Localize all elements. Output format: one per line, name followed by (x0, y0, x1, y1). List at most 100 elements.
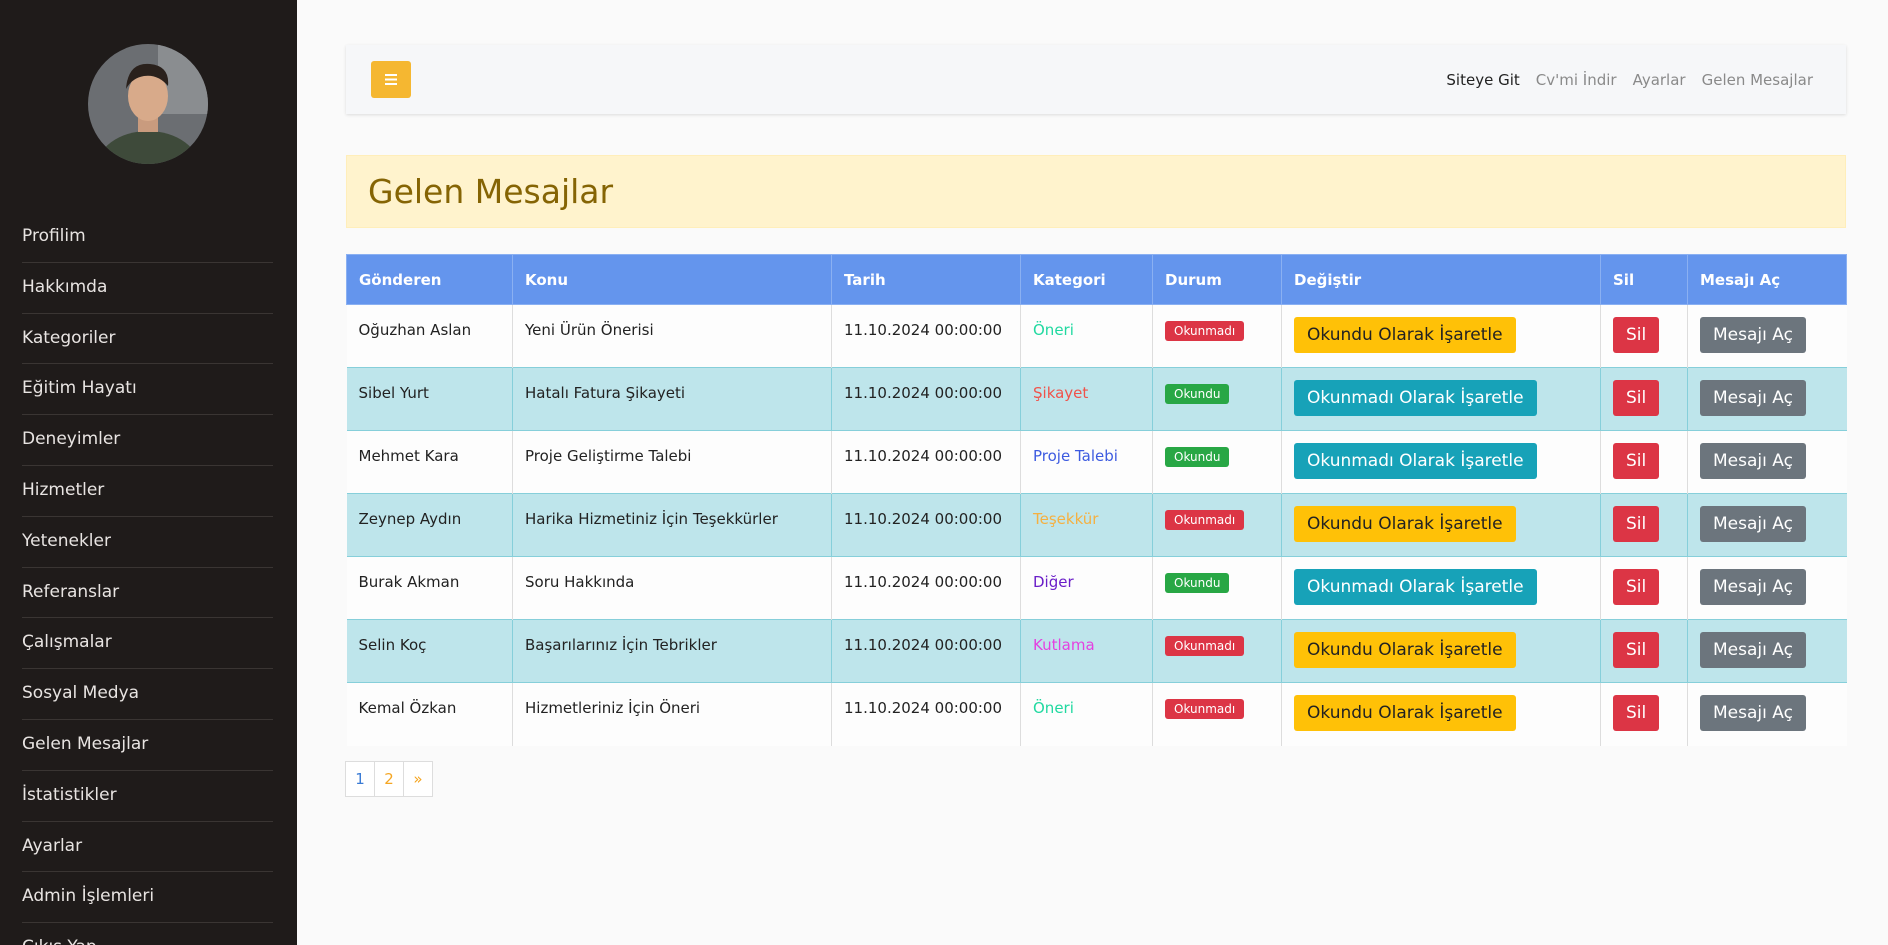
menu-item[interactable]: Profilim (22, 212, 273, 263)
menu-item[interactable]: Admin İşlemleri (22, 872, 273, 924)
toggle-button[interactable]: Okunmadı Olarak İşaretle (1294, 443, 1537, 479)
menu-item[interactable]: Deneyimler (22, 415, 273, 466)
table-row: Selin Koç Başarılarınız İçin Tebrikler 11.… (346, 619, 1847, 683)
action-cell: Okundu Olarak İşaretle (1281, 304, 1601, 368)
delete-button[interactable]: Sil (1613, 695, 1660, 731)
status-badge: Okunmadı (1165, 510, 1245, 530)
delete-cell: Sil (1600, 430, 1688, 494)
toggle-button[interactable]: Okundu Olarak İşaretle (1294, 506, 1516, 542)
delete-cell: Sil (1600, 367, 1688, 431)
category: Proje Talebi (1020, 430, 1153, 494)
delete-cell: Sil (1600, 682, 1688, 746)
menu-toggle[interactable] (371, 61, 411, 98)
open-button[interactable]: Mesajı Aç (1700, 695, 1806, 731)
open-button[interactable]: Mesajı Aç (1700, 443, 1806, 479)
status-badge: Okundu (1165, 573, 1230, 593)
open-button[interactable]: Mesajı Aç (1700, 380, 1806, 416)
open-button[interactable]: Mesajı Aç (1700, 506, 1806, 542)
menu-item[interactable]: Yetenekler (22, 517, 273, 568)
table-row: Oğuzhan Aslan Yeni Ürün Önerisi 11.10.2024… (346, 304, 1847, 368)
subject: Hizmetleriniz İçin Öneri (512, 682, 832, 746)
top-link[interactable]: Gelen Mesajlar (1701, 70, 1813, 89)
open-cell: Mesajı Aç (1687, 367, 1847, 431)
menu-item[interactable]: Gelen Mesajlar (22, 720, 273, 771)
action-cell: Okundu Olarak İşaretle (1281, 682, 1601, 746)
column-header: Durum (1152, 254, 1282, 305)
category: Diğer (1020, 556, 1153, 620)
menu-item[interactable]: Çalışmalar (22, 618, 273, 670)
top-link[interactable]: Siteye Git (1446, 70, 1520, 89)
table-row: Burak Akman Soru Hakkında 11.10.2024 00:00… (346, 556, 1847, 620)
toggle-button[interactable]: Okundu Olarak İşaretle (1294, 695, 1516, 731)
open-button[interactable]: Mesajı Aç (1700, 632, 1806, 668)
top-links: Siteye Git Cv'mi İndir Ayarlar Gelen Mesajl… (1446, 45, 1813, 114)
action-cell: Okunmadı Olarak İşaretle (1281, 367, 1601, 431)
menu-item[interactable]: Hakkımda (22, 263, 273, 314)
menu-item[interactable]: Ayarlar (22, 822, 273, 873)
status-cell: Okunmadı (1152, 619, 1282, 683)
delete-button[interactable]: Sil (1613, 380, 1660, 416)
toggle-button[interactable]: Okundu Olarak İşaretle (1294, 632, 1516, 668)
column-header: Değiştir (1281, 254, 1601, 305)
column-header: Gönderen (346, 254, 513, 305)
open-cell: Mesajı Aç (1687, 493, 1847, 557)
messages-table: Gönderen Konu Tarih Kategori Durum Değiştir Si… (346, 254, 1847, 746)
table-row: Sibel Yurt Hatalı Fatura Şikayeti 11.10.20… (346, 367, 1847, 431)
top-link[interactable]: Ayarlar (1632, 70, 1686, 89)
date: 11.10.2024 00:00:00 (831, 556, 1021, 620)
date: 11.10.2024 00:00:00 (831, 367, 1021, 431)
delete-button[interactable]: Sil (1613, 443, 1660, 479)
delete-button[interactable]: Sil (1613, 317, 1660, 353)
sender: Selin Koç (346, 619, 513, 683)
page-header: Gelen Mesajlar (346, 155, 1846, 228)
category: Öneri (1020, 682, 1153, 746)
delete-cell: Sil (1600, 556, 1688, 620)
status-cell: Okunmadı (1152, 682, 1282, 746)
menu-item[interactable]: Sosyal Medya (22, 669, 273, 720)
column-header: Kategori (1020, 254, 1153, 305)
toggle-button[interactable]: Okunmadı Olarak İşaretle (1294, 569, 1537, 605)
date: 11.10.2024 00:00:00 (831, 619, 1021, 683)
open-cell: Mesajı Aç (1687, 430, 1847, 494)
page-link[interactable]: 2 (374, 761, 404, 797)
column-header: Tarih (831, 254, 1021, 305)
page-link[interactable]: » (403, 761, 433, 797)
menu-item[interactable]: Hizmetler (22, 466, 273, 517)
sender: Zeynep Aydın (346, 493, 513, 557)
open-button[interactable]: Mesajı Aç (1700, 569, 1806, 605)
delete-button[interactable]: Sil (1613, 569, 1660, 605)
status-badge: Okunmadı (1165, 321, 1245, 341)
status-cell: Okunmadı (1152, 493, 1282, 557)
toggle-button[interactable]: Okundu Olarak İşaretle (1294, 317, 1516, 353)
menu-item[interactable]: Referanslar (22, 568, 273, 619)
category: Kutlama (1020, 619, 1153, 683)
open-cell: Mesajı Aç (1687, 682, 1847, 746)
status-cell: Okundu (1152, 430, 1282, 494)
status-cell: Okundu (1152, 367, 1282, 431)
column-header: Mesajı Aç (1687, 254, 1847, 305)
sender: Mehmet Kara (346, 430, 513, 494)
subject: Hatalı Fatura Şikayeti (512, 367, 832, 431)
delete-button[interactable]: Sil (1613, 632, 1660, 668)
delete-button[interactable]: Sil (1613, 506, 1660, 542)
open-button[interactable]: Mesajı Aç (1700, 317, 1806, 353)
column-header: Sil (1600, 254, 1688, 305)
menu-item[interactable]: İstatistikler (22, 771, 273, 822)
sidebar-menu: Profilim Hakkımda Kategoriler Eğitim Hayatı… (22, 212, 273, 945)
delete-cell: Sil (1600, 493, 1688, 557)
sidebar: Profilim Hakkımda Kategoriler Eğitim Hayatı… (0, 0, 297, 945)
sender: Oğuzhan Aslan (346, 304, 513, 368)
date: 11.10.2024 00:00:00 (831, 304, 1021, 368)
page-title: Gelen Mesajlar (368, 172, 614, 211)
menu-item[interactable]: Çıkış Yap (22, 923, 273, 945)
toggle-button[interactable]: Okunmadı Olarak İşaretle (1294, 380, 1537, 416)
page-link[interactable]: 1 (345, 761, 375, 797)
pagination: 1 2» (345, 761, 433, 797)
top-link[interactable]: Cv'mi İndir (1535, 70, 1617, 89)
menu-item[interactable]: Kategoriler (22, 314, 273, 365)
action-cell: Okunmadı Olarak İşaretle (1281, 430, 1601, 494)
status-badge: Okundu (1165, 384, 1230, 404)
status-badge: Okunmadı (1165, 699, 1245, 719)
menu-item[interactable]: Eğitim Hayatı (22, 364, 273, 416)
